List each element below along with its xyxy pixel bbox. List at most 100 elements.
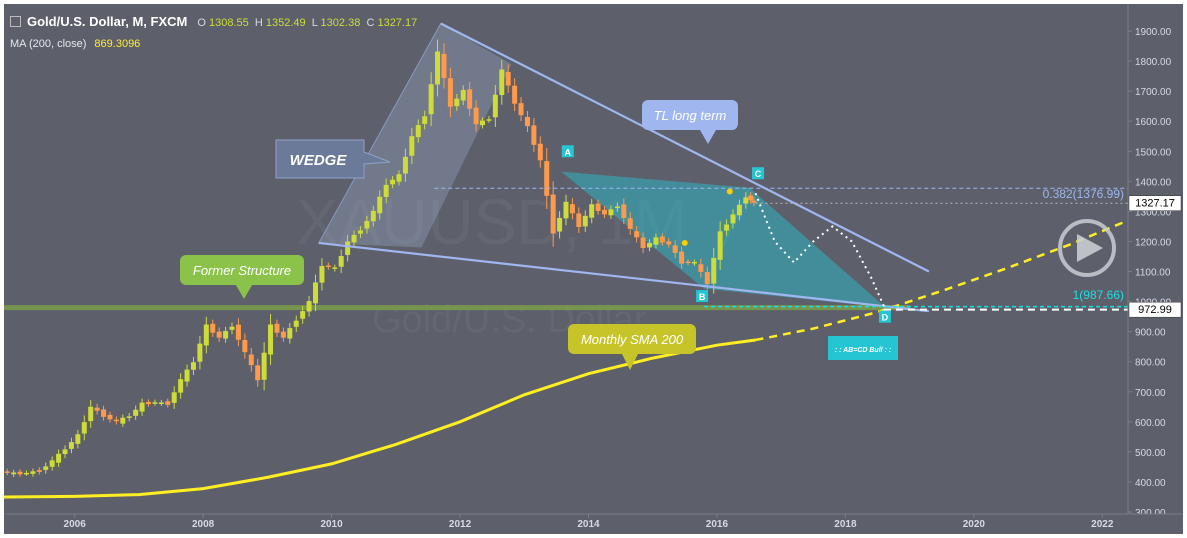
projected-path xyxy=(754,192,885,307)
candle-body xyxy=(88,406,94,422)
chart-title-row[interactable]: Gold/U.S. Dollar, M, FXCM O 1308.55 H 135… xyxy=(10,14,417,29)
y-tick-label: 1700.00 xyxy=(1135,87,1172,98)
candle-body xyxy=(595,203,601,211)
candle-body xyxy=(460,90,466,101)
indicator-row[interactable]: MA (200, close) 869.3096 xyxy=(10,38,140,50)
candle-body xyxy=(30,471,36,474)
wedge-label: WEDGE xyxy=(290,152,348,169)
candle-body xyxy=(178,379,184,393)
candle-body xyxy=(730,214,736,224)
wedge-fill xyxy=(318,23,512,248)
play-video-button[interactable] xyxy=(1058,219,1116,277)
sma-callout[interactable]: Monthly SMA 200 xyxy=(568,324,696,370)
support-price-tag: 972.99 xyxy=(1128,301,1182,318)
x-tick-label: 2022 xyxy=(1091,519,1114,530)
candle-body xyxy=(550,194,556,234)
y-tick-label: 1600.00 xyxy=(1135,117,1172,128)
candle-body xyxy=(62,449,68,454)
candle-body xyxy=(120,417,126,424)
candle-body xyxy=(203,324,209,346)
candle-body xyxy=(146,401,152,405)
chart-title: Gold/U.S. Dollar, M, FXCM xyxy=(27,14,188,29)
candle-body xyxy=(319,266,325,283)
play-icon xyxy=(1077,234,1103,262)
sma-projection-line xyxy=(755,219,1128,342)
candle-body xyxy=(133,409,139,416)
y-tick-label: 500.00 xyxy=(1135,448,1166,459)
x-tick-label: 2020 xyxy=(963,519,986,530)
candle-body xyxy=(210,323,216,333)
candle-body xyxy=(435,51,441,85)
candle-body xyxy=(313,282,319,304)
candle-body xyxy=(171,392,177,403)
tl-label: TL long term xyxy=(654,108,727,123)
candle-body xyxy=(300,311,306,319)
watermark-symbol: XAUUSD, 1M xyxy=(296,186,687,258)
former-structure-callout[interactable]: Former Structure xyxy=(180,255,304,299)
candle-body xyxy=(75,434,81,444)
y-axis[interactable]: 1900.00 1800.00 1700.00 1600.00 1500.00 1400.… xyxy=(1127,4,1172,519)
indicator-value: 869.3096 xyxy=(94,38,141,50)
symbol-menu-icon[interactable] xyxy=(10,16,21,27)
candle-body xyxy=(608,209,614,216)
chart-frame: XAUUSD, 1M Gold/U.S. Dollar xyxy=(4,4,1183,534)
candle-body xyxy=(293,320,299,327)
x-tick-label: 2018 xyxy=(834,519,857,530)
candle-body xyxy=(248,354,254,366)
candle-body xyxy=(569,204,575,214)
y-tick-label: 700.00 xyxy=(1135,388,1166,399)
candle-body xyxy=(717,231,723,260)
candle-body xyxy=(377,196,383,214)
candle-body xyxy=(43,466,49,470)
candle-body xyxy=(563,201,569,219)
candle-body xyxy=(537,143,543,161)
candle-body xyxy=(242,340,248,353)
candle-body xyxy=(576,213,582,227)
candle-body xyxy=(4,471,10,473)
y-tick-label: 1900.00 xyxy=(1135,27,1172,38)
candle-body xyxy=(113,419,119,422)
y-tick-label: 400.00 xyxy=(1135,478,1166,489)
chart-canvas[interactable]: XAUUSD, 1M Gold/U.S. Dollar xyxy=(4,4,1183,534)
candle-body xyxy=(473,107,479,125)
candle-body xyxy=(614,206,620,209)
candle-body xyxy=(486,119,492,121)
point-a-badge: A xyxy=(561,145,574,158)
candle-body xyxy=(158,402,164,404)
candle-body xyxy=(691,261,697,264)
wedge-callout[interactable]: WEDGE xyxy=(275,139,391,179)
candle-body xyxy=(235,324,241,340)
candle-body xyxy=(370,210,376,222)
candle-body xyxy=(11,472,17,475)
abcd-triangle-2 xyxy=(703,187,886,308)
candle-body xyxy=(261,352,267,380)
candle-body xyxy=(454,98,460,107)
candle-body xyxy=(524,116,530,127)
x-axis[interactable]: 2006 2008 2010 2012 2014 2016 2018 2020 2022 xyxy=(4,513,1183,534)
candle-body xyxy=(56,453,62,463)
sma-200-line xyxy=(4,338,756,499)
candle-body xyxy=(49,460,55,467)
point-d-badge: D xyxy=(878,310,891,323)
candle-body xyxy=(653,237,659,245)
tl-callout[interactable]: TL long term xyxy=(642,100,738,144)
indicator-name: MA (200, close) xyxy=(10,38,87,50)
candle-body xyxy=(126,416,132,418)
abcd-bull-badge: : : AB=CD Bull : : xyxy=(828,336,898,360)
candle-body xyxy=(68,442,74,449)
candle-body xyxy=(197,343,203,362)
candle-body xyxy=(659,236,665,243)
svg-text:B: B xyxy=(699,292,706,302)
candle-body xyxy=(685,261,691,264)
candle-body xyxy=(409,136,415,156)
y-tick-label: 1400.00 xyxy=(1135,177,1172,188)
candle-body xyxy=(512,85,518,104)
candle-body xyxy=(274,323,280,333)
y-tick-label: 600.00 xyxy=(1135,418,1166,429)
svg-text:A: A xyxy=(565,147,572,157)
candle-body xyxy=(280,331,286,338)
candle-body xyxy=(480,120,486,126)
point-c-badge: C xyxy=(752,167,765,180)
candle-body xyxy=(736,204,742,216)
candle-body xyxy=(704,272,710,285)
